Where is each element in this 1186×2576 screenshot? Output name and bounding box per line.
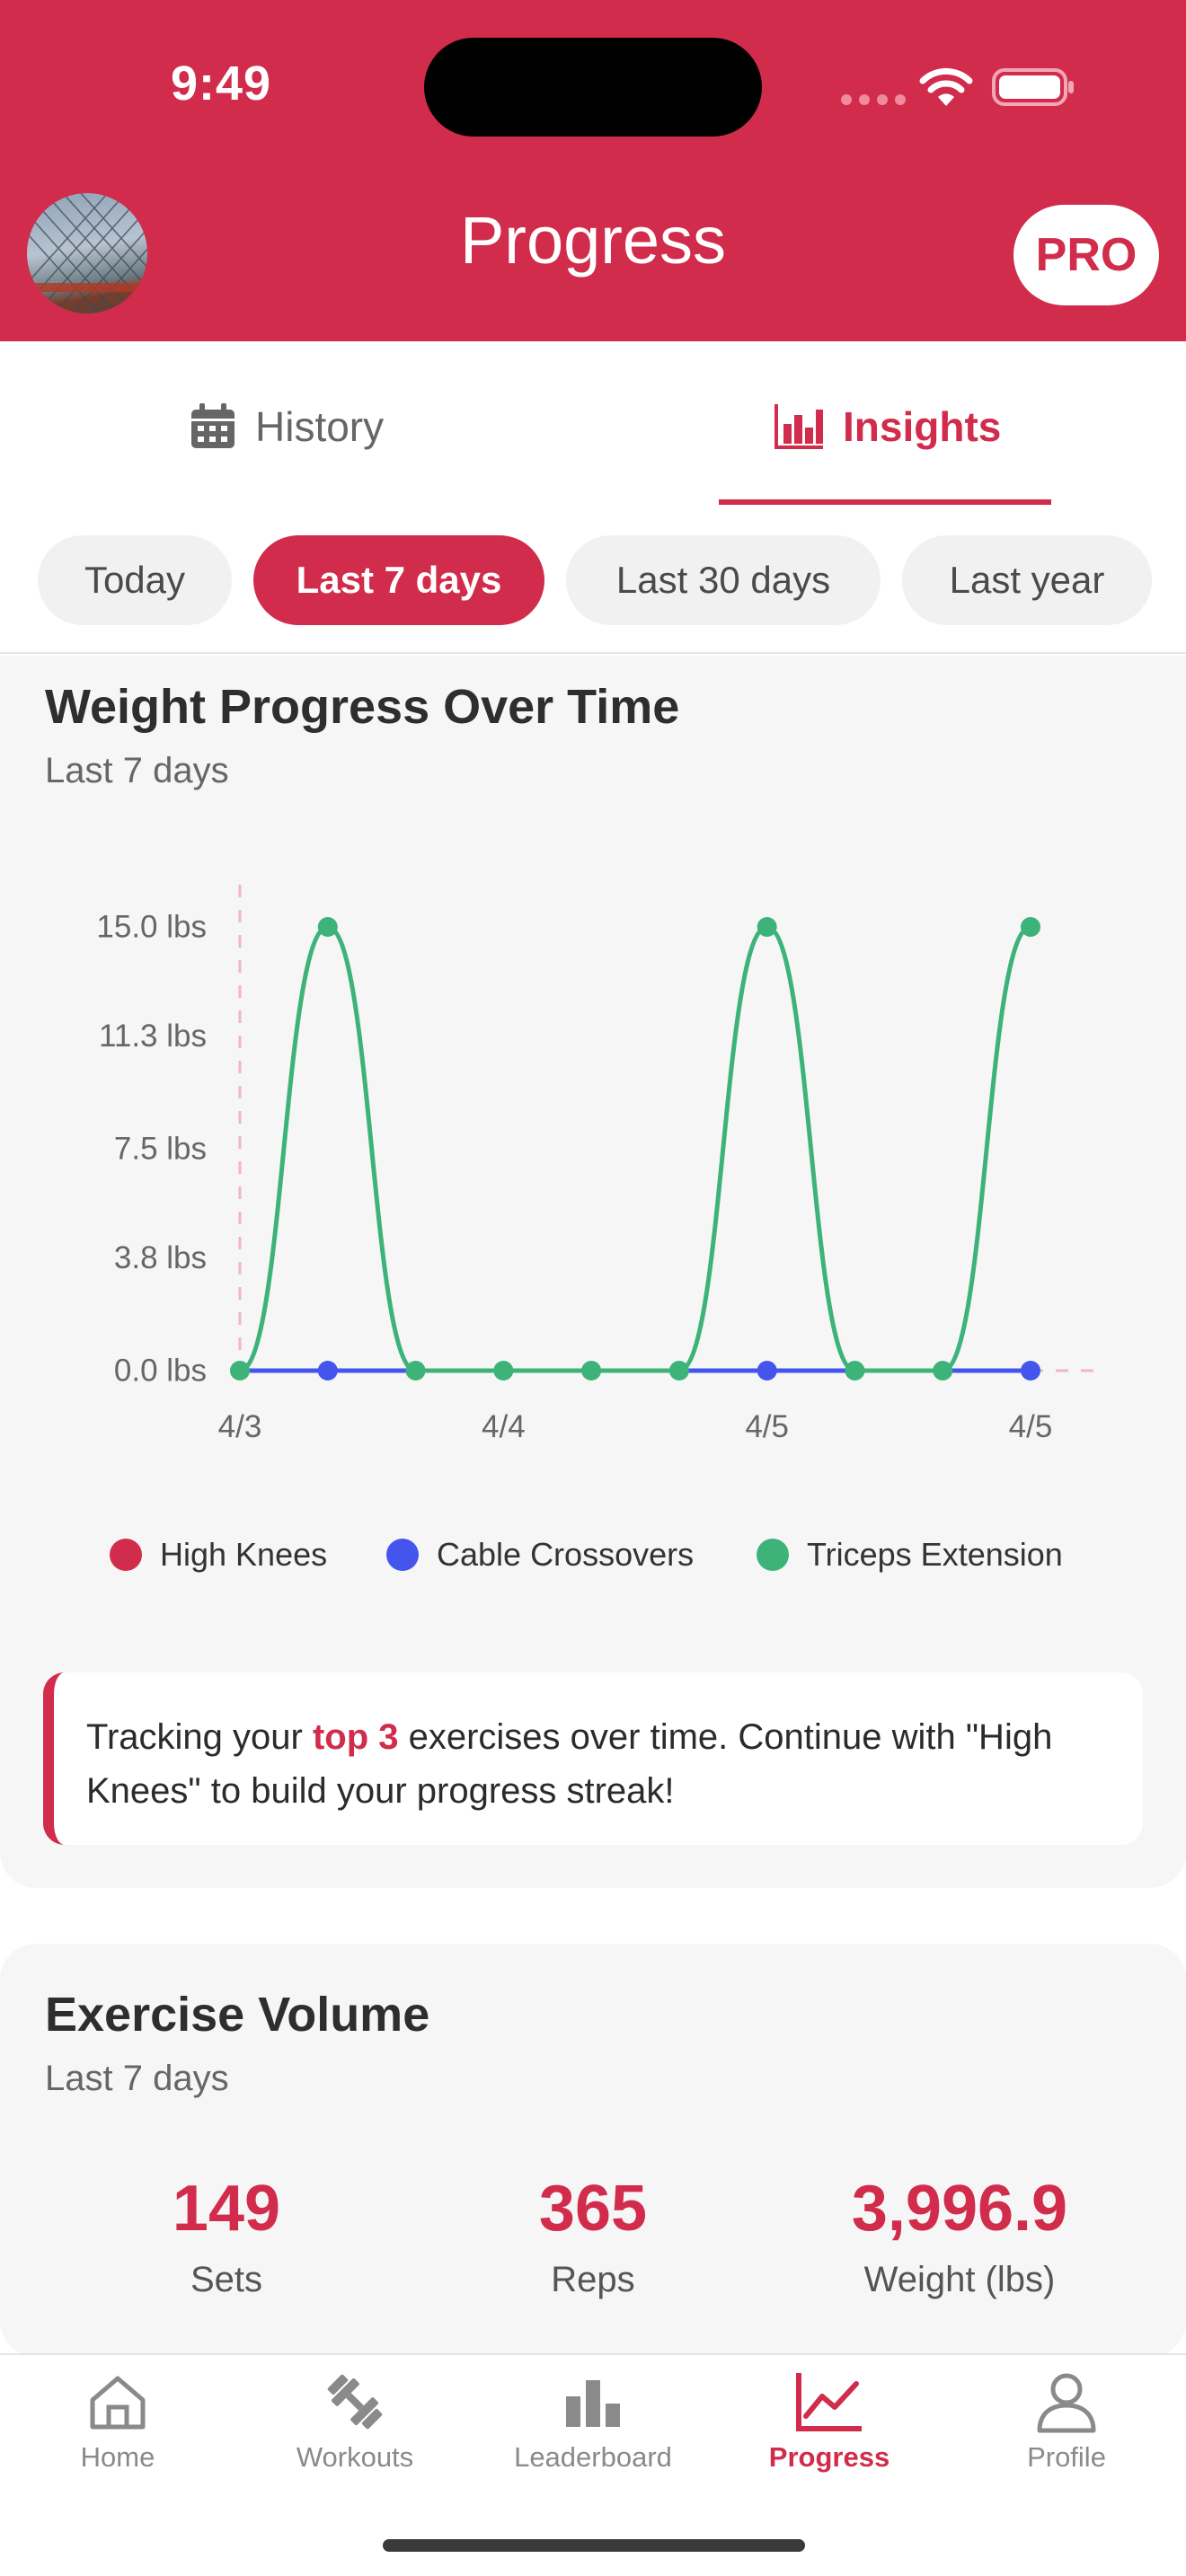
tab-history-label: History [255, 403, 385, 450]
bar-chart-icon [774, 404, 823, 449]
chart-legend: High Knees Cable Crossovers Triceps Exte… [0, 1536, 1186, 1590]
filter-last-year[interactable]: Last year [902, 535, 1152, 625]
legend-label: Cable Crossovers [437, 1536, 695, 1573]
weight-card-title: Weight Progress Over Time [45, 680, 680, 734]
x-tick-label: 4/5 [1009, 1409, 1053, 1444]
weight-card-subtitle: Last 7 days [45, 751, 229, 790]
nav-label: Profile [1027, 2441, 1106, 2473]
avatar[interactable] [27, 193, 147, 313]
nav-progress[interactable]: Progress [721, 2369, 937, 2474]
filter-last-7-days[interactable]: Last 7 days [253, 535, 544, 625]
stat-reps: 365 Reps [458, 2172, 728, 2300]
data-point[interactable] [1021, 917, 1040, 937]
legend-dot-icon [110, 1539, 142, 1571]
y-tick-label: 0.0 lbs [114, 1353, 207, 1388]
volume-card-subtitle: Last 7 days [45, 2059, 229, 2098]
volume-card-title: Exercise Volume [45, 1988, 430, 2042]
tab-insights-label: Insights [843, 403, 1002, 450]
series-line-triceps-extension [239, 924, 1031, 1373]
tab-insights[interactable]: Insights [773, 386, 1001, 467]
legend-dot-icon [386, 1539, 419, 1571]
active-tab-indicator [719, 499, 1051, 505]
stat-label: Reps [551, 2260, 635, 2299]
nav-leaderboard[interactable]: Leaderboard [485, 2369, 701, 2474]
calendar-icon [191, 403, 235, 448]
legend-label: Triceps Extension [807, 1536, 1063, 1573]
data-point[interactable] [405, 1361, 426, 1381]
avatar-image [27, 193, 147, 313]
battery-icon [992, 68, 1074, 106]
nav-label: Home [80, 2441, 155, 2473]
data-point[interactable] [493, 1361, 514, 1381]
stat-label: Sets [190, 2260, 263, 2299]
home-icon [90, 2376, 146, 2430]
exercise-volume-card [0, 1944, 1186, 2357]
callout-text-suffix: exercises over time. Continue with "High… [86, 1717, 1053, 1811]
x-tick-label: 4/4 [482, 1409, 526, 1444]
leaderboard-icon [566, 2380, 620, 2427]
stat-weight: 3,996.9 Weight (lbs) [825, 2172, 1094, 2300]
legend-dot-icon [757, 1539, 789, 1571]
stat-label: Weight (lbs) [863, 2260, 1056, 2299]
data-point[interactable] [933, 1361, 953, 1381]
y-tick-label: 11.3 lbs [99, 1019, 207, 1054]
nav-label: Workouts [296, 2441, 414, 2473]
stat-sets: 149 Sets [92, 2172, 361, 2300]
data-point[interactable] [1021, 1361, 1040, 1381]
y-tick-label: 3.8 lbs [114, 1240, 207, 1275]
data-point[interactable] [317, 1361, 338, 1381]
data-point[interactable] [668, 1361, 689, 1381]
data-point[interactable] [757, 917, 777, 937]
nav-label: Leaderboard [514, 2441, 672, 2473]
data-point[interactable] [230, 1361, 250, 1381]
filter-today[interactable]: Today [38, 535, 232, 625]
data-point[interactable] [757, 1361, 777, 1381]
legend-cable-crossovers[interactable]: Cable Crossovers [386, 1536, 694, 1574]
x-tick-label: 4/5 [745, 1409, 789, 1444]
divider [0, 652, 1186, 654]
wifi-icon [919, 67, 973, 106]
legend-triceps-extension[interactable]: Triceps Extension [757, 1536, 1063, 1574]
y-tick-label: 7.5 lbs [114, 1131, 207, 1166]
nav-workouts[interactable]: Workouts [247, 2369, 463, 2474]
dumbbell-icon [327, 2374, 383, 2430]
home-indicator [383, 2539, 805, 2552]
nav-profile[interactable]: Profile [959, 2369, 1174, 2474]
legend-high-knees[interactable]: High Knees [110, 1536, 327, 1574]
stat-value: 365 [538, 2173, 648, 2245]
data-point[interactable] [845, 1361, 865, 1381]
dynamic-island [424, 38, 762, 137]
legend-label: High Knees [160, 1536, 328, 1573]
person-icon [1037, 2373, 1096, 2433]
x-tick-label: 4/3 [218, 1409, 262, 1444]
trend-icon [796, 2373, 862, 2431]
data-point[interactable] [581, 1361, 602, 1381]
nav-home[interactable]: Home [10, 2369, 226, 2474]
pro-button[interactable]: PRO [1013, 205, 1159, 305]
callout-highlight: top 3 [312, 1717, 399, 1757]
segment-tabs: History Insights [0, 341, 1186, 512]
stat-value: 3,996.9 [851, 2173, 1068, 2245]
y-tick-label: 15.0 lbs [96, 909, 207, 944]
tab-history[interactable]: History [189, 386, 384, 467]
data-point[interactable] [317, 917, 338, 937]
stat-value: 149 [172, 2173, 281, 2245]
insight-callout: Tracking your top 3 exercises over time.… [43, 1672, 1143, 1845]
header-bar: 9:49 Progress PRO [0, 0, 1186, 341]
weight-chart: 15.0 lbs 11.3 lbs 7.5 lbs 3.8 lbs 0.0 lbs 4/… [96, 885, 1103, 1444]
status-time: 9:49 [171, 57, 272, 110]
page-title: Progress [459, 203, 727, 278]
filter-last-30-days[interactable]: Last 30 days [566, 535, 881, 625]
callout-text-prefix: Tracking your [86, 1717, 313, 1757]
nav-label: Progress [768, 2441, 890, 2473]
